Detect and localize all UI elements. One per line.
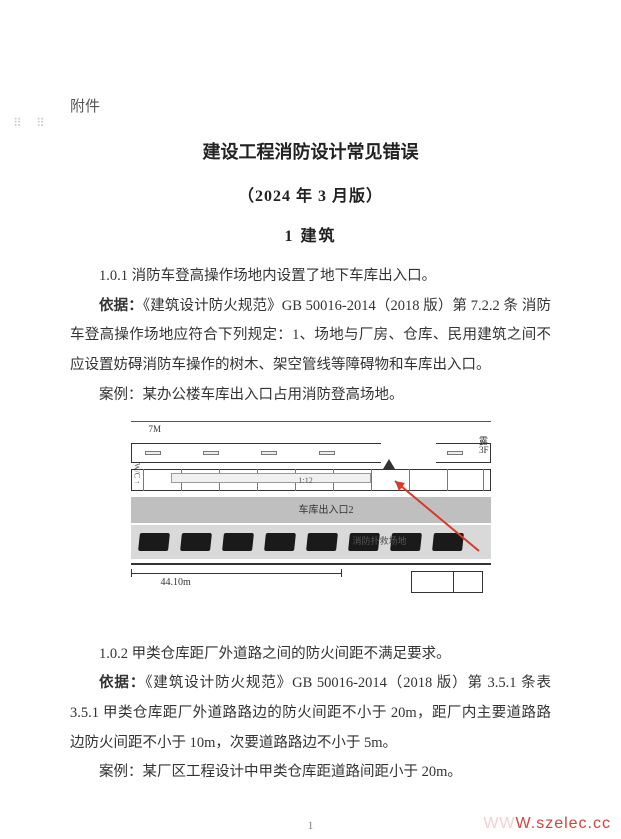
fig-small-rect xyxy=(261,451,277,455)
watermark: WWW.szelec.cc xyxy=(483,815,611,833)
attachment-label: 附件 xyxy=(70,95,551,116)
fig-arrow-annotation xyxy=(389,477,485,557)
fig-small-rect xyxy=(145,451,161,455)
page-number: 1 xyxy=(308,818,314,833)
item1-basis-text: 《建筑设计防火规范》GB 50016-2014（2018 版）第 7.2.2 条… xyxy=(70,298,551,373)
fig-small-rect xyxy=(319,451,335,455)
fig-tick xyxy=(143,469,144,491)
figure-diagram: 7M 露 3F 1:12 W/C ↑ 车库出入口2 消防扑救场地 44.10m xyxy=(131,421,491,626)
margin-dots-2: ⠿ xyxy=(36,116,47,131)
fig-tick xyxy=(371,469,372,491)
fig-side-vert-label: W/C ↑ xyxy=(133,463,142,484)
watermark-faint: WW xyxy=(483,815,515,832)
document-subtitle: （2024 年 3 月版） xyxy=(70,182,551,206)
fig-dash xyxy=(222,533,254,551)
fig-dash xyxy=(306,533,338,551)
margin-dots-1: ⠿ xyxy=(13,116,24,131)
fig-dash xyxy=(264,533,296,551)
fig-right-tag: 露 3F xyxy=(479,437,489,457)
fig-bottom-bold-line xyxy=(131,563,491,565)
basis-label: 依据： xyxy=(99,298,143,314)
fig-mid-ramp xyxy=(171,473,371,483)
arrow-head-icon xyxy=(395,481,405,491)
basis-label: 依据： xyxy=(99,675,145,691)
fig-bottom-dim-line xyxy=(131,573,341,574)
item2-number-line: 1.0.2 甲类仓库距厂外道路之间的防火间距不满足要求。 xyxy=(70,640,551,670)
fig-dim-label: 44.10m xyxy=(161,577,191,588)
document-title: 建设工程消防设计常见错误 xyxy=(70,138,551,164)
document-page: 附件 建设工程消防设计常见错误 （2024 年 3 月版） 1 建筑 1.0.1… xyxy=(0,0,621,808)
item1-number-line: 1.0.1 消防车登高操作场地内设置了地下车库出入口。 xyxy=(70,262,551,292)
fig-7m-label: 7M xyxy=(149,424,162,434)
fig-dash xyxy=(180,533,212,551)
fig-dim-cap xyxy=(131,569,132,577)
arrow-line-icon xyxy=(395,481,479,551)
item1-example: 案例：某办公楼车库出入口占用消防登高场地。 xyxy=(70,381,551,411)
fig-small-rect xyxy=(203,451,219,455)
fig-dash xyxy=(138,533,170,551)
item2-example: 案例：某厂区工程设计中甲类仓库距道路间距小于 20m。 xyxy=(70,758,551,788)
fig-gray-band-label: 车库出入口2 xyxy=(299,501,354,516)
fig-triangle-marker xyxy=(383,459,395,469)
section-heading: 1 建筑 xyxy=(70,222,551,246)
fig-slope-label: 1:12 xyxy=(299,476,313,485)
fig-small-rect xyxy=(447,451,463,455)
watermark-solid: W.szelec.cc xyxy=(516,815,611,832)
fig-line xyxy=(131,421,491,422)
fig-below-box-divider xyxy=(453,571,483,593)
item2-basis: 依据：《建筑设计防火规范》GB 50016-2014（2018 版）第 3.5.… xyxy=(70,669,551,758)
fig-top-row xyxy=(131,443,491,463)
fig-right-tag-2: 3F xyxy=(479,446,489,456)
fig-dim-cap xyxy=(341,569,342,577)
item1-basis: 依据：《建筑设计防火规范》GB 50016-2014（2018 版）第 7.2.… xyxy=(70,292,551,381)
